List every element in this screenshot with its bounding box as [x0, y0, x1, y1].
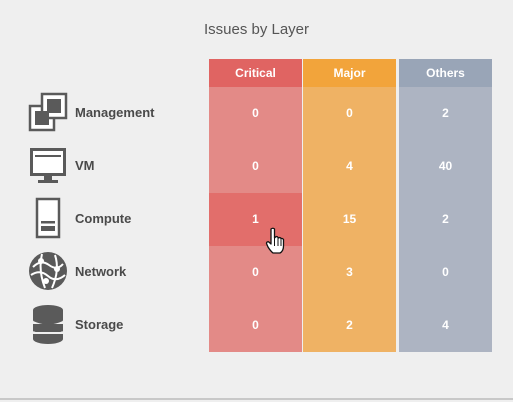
database-icon	[26, 302, 70, 346]
cell-storage-others[interactable]: 4	[399, 299, 492, 352]
layer-label: VM	[75, 157, 95, 173]
network-globe-icon	[26, 249, 70, 293]
cell-network-critical[interactable]: 0	[209, 246, 302, 299]
column-major: Major 0 4 15 3 2	[303, 59, 396, 352]
management-icon	[26, 90, 70, 134]
layer-label: Compute	[75, 210, 132, 226]
column-others: Others 2 40 2 0 4	[399, 59, 492, 352]
server-icon	[26, 196, 70, 240]
column-header-major[interactable]: Major	[303, 59, 396, 87]
cell-management-critical[interactable]: 0	[209, 87, 302, 140]
column-critical: Critical 0 0 1 0 0	[209, 59, 302, 352]
cell-network-others[interactable]: 0	[399, 246, 492, 299]
panel-bottom-border	[0, 398, 513, 400]
cell-storage-critical[interactable]: 0	[209, 299, 302, 352]
cell-network-major[interactable]: 3	[303, 246, 396, 299]
layer-label: Storage	[75, 316, 124, 332]
layer-label: Management	[75, 104, 155, 120]
cell-vm-critical[interactable]: 0	[209, 140, 302, 193]
cell-management-others[interactable]: 2	[399, 87, 492, 140]
layer-row-compute: Compute	[26, 192, 196, 244]
cell-vm-others[interactable]: 40	[399, 140, 492, 193]
layer-row-management: Management	[26, 86, 196, 138]
layer-row-network: Network	[26, 245, 196, 297]
layer-label: Network	[75, 263, 127, 279]
cell-storage-major[interactable]: 2	[303, 299, 396, 352]
column-header-others[interactable]: Others	[399, 59, 492, 87]
monitor-icon	[26, 143, 70, 187]
widget-title: Issues by Layer	[203, 21, 310, 38]
layer-row-vm: VM	[26, 139, 196, 191]
cell-vm-major[interactable]: 4	[303, 140, 396, 193]
cell-compute-critical[interactable]: 1	[209, 193, 302, 246]
cell-management-major[interactable]: 0	[303, 87, 396, 140]
cell-compute-major[interactable]: 15	[303, 193, 396, 246]
cell-compute-others[interactable]: 2	[399, 193, 492, 246]
layer-row-storage: Storage	[26, 298, 196, 350]
column-header-critical[interactable]: Critical	[209, 59, 302, 87]
